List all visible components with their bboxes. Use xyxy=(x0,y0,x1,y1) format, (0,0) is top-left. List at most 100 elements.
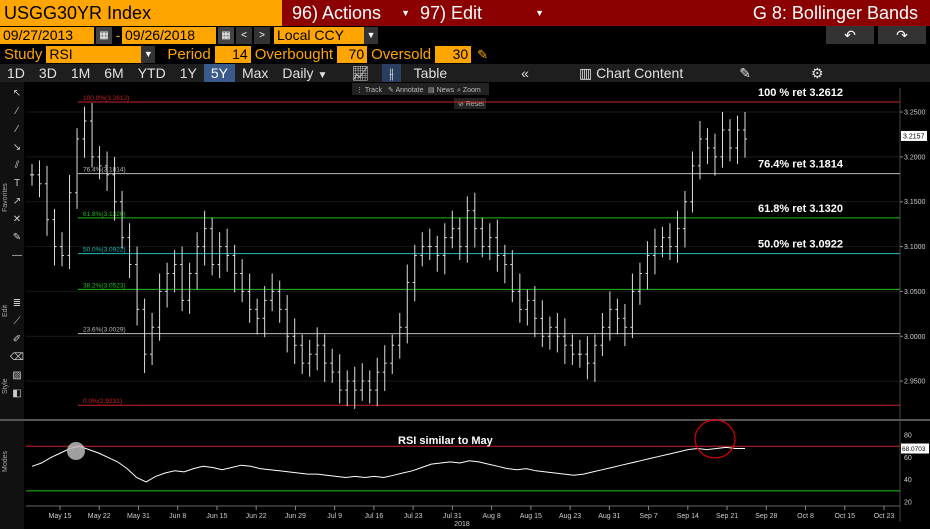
period-buttons: 1D 3D 1M 6M YTD 1Y 5Y Max xyxy=(0,64,275,82)
y-tick-label-5: 3.0000 xyxy=(904,334,926,341)
y-tick-label-1: 3.2000 xyxy=(904,154,926,161)
frequency-select[interactable]: Daily ▼ xyxy=(275,64,334,82)
fib-label-0: 100.0%(3.2612) xyxy=(83,95,129,102)
rsi-panel: RSI similar to May 80 60 40 20 68.0703 xyxy=(0,419,930,507)
chart-content-button[interactable]: ▥ Chart Content xyxy=(572,64,690,82)
cursor-icon: ↖ xyxy=(13,88,21,99)
security-field[interactable]: USGG30YR Index xyxy=(0,0,282,26)
news-button[interactable]: ▤ News xyxy=(428,87,455,94)
fib-label-3: 50.0%(3.0922) xyxy=(83,247,126,254)
period-label: Period xyxy=(167,46,211,63)
end-date-input[interactable]: 09/26/2018 xyxy=(122,26,216,44)
reset-button[interactable]: ⊘ Reset xyxy=(458,101,484,108)
period-button-1m[interactable]: 1M xyxy=(70,65,91,81)
period-button-max[interactable]: Max xyxy=(241,65,269,81)
measure-tool-icon: ⟋ xyxy=(14,316,21,327)
redo-button[interactable]: ↷ xyxy=(878,26,926,44)
mode-tool-icon: ◧ xyxy=(12,388,21,399)
settings-gear-icon[interactable]: ⚙ xyxy=(810,65,824,81)
fib-annotation-2: 61.8% ret 3.1320 xyxy=(758,203,843,215)
period-button-ytd[interactable]: YTD xyxy=(137,65,166,81)
frequency-label: Daily xyxy=(282,65,314,81)
x-tick-label-11: Aug 8 xyxy=(482,513,500,520)
rsi-line xyxy=(31,445,745,483)
period-button-1y[interactable]: 1Y xyxy=(179,65,197,81)
chart-toolbar: 1D 3D 1M 6M YTD 1Y 5Y Max Daily ▼ 📈︎ ⫲ Table « … xyxy=(0,64,930,82)
line-chart-icon[interactable]: 📈︎ xyxy=(351,65,370,81)
price-chart[interactable]: ↖ ∕ ⁄ ↘ ⫽ T ↗ ✕ ✎ — ≣ ⟋ ✐ ⌫ ▨ ◧ Favorites Edit Style Mo… xyxy=(0,82,930,529)
period-button-1d[interactable]: 1D xyxy=(7,65,25,81)
date-separator: - xyxy=(115,27,121,43)
rsi-last-tag xyxy=(901,443,929,454)
pencil-icon[interactable]: ✎ xyxy=(477,46,489,62)
price-bars xyxy=(30,103,747,409)
actions-menu[interactable]: 96) Actions ▼ xyxy=(288,0,416,26)
last-price-label: 3.2157 xyxy=(903,133,925,140)
x-tick-label-15: Sep 7 xyxy=(639,513,657,520)
price-grid xyxy=(26,88,901,522)
y-tick-label-3: 3.1000 xyxy=(904,244,926,251)
calendar-icon[interactable]: ▦ xyxy=(218,26,234,44)
x-tick-label-7: Jul 9 xyxy=(327,513,342,520)
fib-annotation-1: 76.4% ret 3.1814 xyxy=(758,159,844,171)
period-button-6m[interactable]: 6M xyxy=(104,65,124,81)
annotate-button[interactable]: ✎ Annotate xyxy=(388,87,424,94)
oversold-input[interactable]: 30 xyxy=(435,46,472,63)
track-button[interactable]: ⋮ Track xyxy=(356,87,383,94)
style-tool-icon: ▨ xyxy=(12,370,21,381)
edit-side-label: Edit xyxy=(2,305,9,317)
date-range-bar: 09/27/2013 ▦ - 09/26/2018 ▦ < > Local CC… xyxy=(0,26,930,44)
edit-menu[interactable]: 97) Edit ▼ xyxy=(416,0,550,26)
chart-content-label: Chart Content xyxy=(596,65,684,81)
text-tool-icon: T xyxy=(14,178,20,189)
period-button-5y[interactable]: 5Y xyxy=(203,64,235,82)
next-period-button[interactable]: > xyxy=(254,26,270,44)
period-input[interactable]: 14 xyxy=(214,46,251,63)
period-button-3d[interactable]: 3D xyxy=(38,65,57,81)
currency-select[interactable]: Local CCY xyxy=(274,26,364,44)
start-date-input[interactable]: 09/27/2013 xyxy=(0,26,94,44)
drawing-tools-column: ↖ ∕ ⁄ ↘ ⫽ T ↗ ✕ ✎ — ≣ ⟋ ✐ ⌫ ▨ ◧ xyxy=(0,82,24,529)
rsi-last-value: 68.0703 xyxy=(902,446,926,453)
side-labels: Favorites Edit Style Modes xyxy=(2,183,9,472)
rsi-annotation: RSI similar to May xyxy=(398,435,494,447)
chevron-down-icon: ▼ xyxy=(535,8,544,18)
chevron-down-icon[interactable]: ▼ xyxy=(364,26,378,44)
trend-tool-icon: ↘ xyxy=(13,142,21,153)
oversold-label: Oversold xyxy=(371,46,432,63)
x-tick-label-19: Oct 8 xyxy=(797,513,814,520)
rsi-tick-label-3: 20 xyxy=(904,500,912,507)
price-axis: 3.2500 3.2000 3.1500 3.1000 3.0500 3.0000 2.95… xyxy=(900,110,927,386)
chevron-down-icon[interactable]: ▼ xyxy=(141,46,156,63)
x-tick-label-17: Sep 21 xyxy=(716,513,738,520)
prev-period-button[interactable]: < xyxy=(236,26,252,44)
pencil-tool-icon: ✎ xyxy=(13,232,21,243)
x-tick-label-14: Aug 31 xyxy=(598,513,620,520)
edit-chart-icon[interactable]: ✎ xyxy=(739,65,751,81)
x-tick-label-13: Aug 23 xyxy=(559,513,581,520)
fib-tool-icon: ≣ xyxy=(13,298,21,309)
reset-bg xyxy=(454,98,486,109)
x-tick-label-20: Oct 15 xyxy=(834,513,855,520)
undo-button[interactable]: ↶ xyxy=(826,26,874,44)
chevron-down-icon: ▼ xyxy=(401,8,410,18)
y-tick-label-2: 3.1500 xyxy=(904,199,926,206)
modes-side-label: Modes xyxy=(2,450,9,472)
calendar-icon[interactable]: ▦ xyxy=(96,26,112,44)
tools-bg xyxy=(0,82,24,529)
overbought-input[interactable]: 70 xyxy=(337,46,368,63)
fib-label-5: 23.6%(3.0029) xyxy=(83,327,126,334)
arrow-tool-icon: ↗ xyxy=(13,196,21,207)
function-label: G 8: Bollinger Bands xyxy=(752,2,918,23)
y-tick-label-6: 2.9500 xyxy=(904,379,926,386)
collapse-button[interactable]: « xyxy=(521,65,529,81)
mini-toolbar: ⋮ Track ✎ Annotate ▤ News ⌕ Zoom ⊘ Reset xyxy=(352,83,489,109)
rsi-tick-label-2: 40 xyxy=(904,477,912,484)
zoom-button[interactable]: ⌕ Zoom xyxy=(457,87,481,94)
style-side-label: Style xyxy=(2,378,9,394)
x-tick-label-8: Jul 16 xyxy=(365,513,384,520)
bar-chart-icon[interactable]: ⫲ xyxy=(382,64,401,82)
table-button[interactable]: Table xyxy=(413,65,448,81)
overbought-label: Overbought xyxy=(254,46,334,63)
study-select[interactable]: RSI xyxy=(46,46,142,63)
